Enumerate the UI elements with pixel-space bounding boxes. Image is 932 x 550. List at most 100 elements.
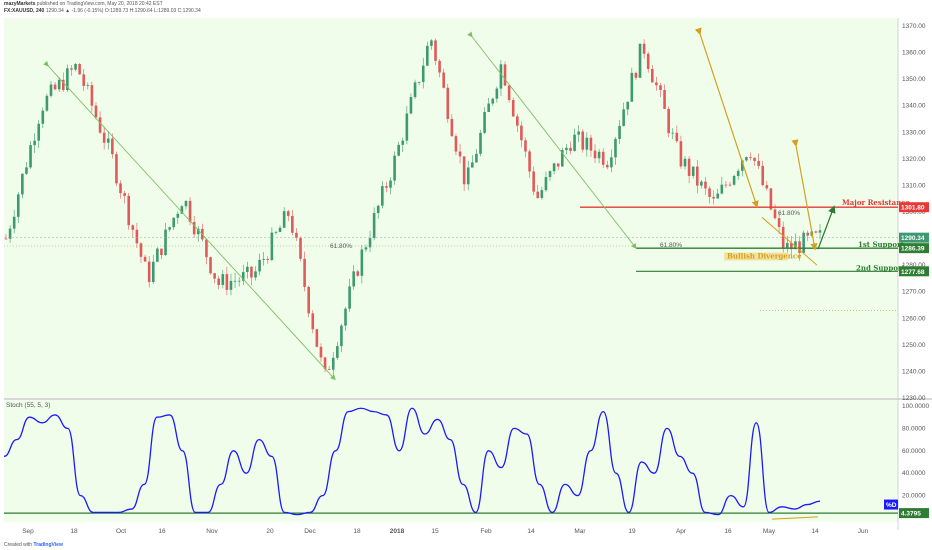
candle-body: [340, 325, 343, 347]
candle-body: [499, 64, 503, 89]
stoch-pane-bg: [4, 400, 898, 522]
candle-body: [192, 221, 196, 235]
stoch-tick-label: 80.0000: [902, 425, 926, 432]
candle-body: [736, 170, 740, 176]
date-tick-label: 2018: [390, 528, 405, 535]
fib-label: 61.80%: [778, 210, 800, 217]
date-tick-label: Nov: [206, 528, 218, 535]
candle-body: [172, 217, 176, 228]
candle-body: [29, 145, 32, 168]
candle-body: [12, 216, 16, 229]
candle-body: [765, 185, 769, 189]
candle-body: [311, 313, 315, 330]
candle-body: [520, 125, 523, 141]
candle-body: [569, 147, 572, 151]
publish-meta: published on TradingView.com, May 20, 20…: [36, 1, 163, 7]
candle-body: [90, 85, 94, 106]
publish-info: mazyMarkets published on TradingView.com…: [4, 1, 163, 7]
candle-body: [659, 85, 662, 90]
candle-body: [184, 200, 188, 207]
resistance-price-tag: 1301.80: [901, 205, 925, 212]
candle-body: [450, 119, 454, 137]
date-tick-label: Sep: [22, 528, 34, 535]
candle-body: [511, 100, 515, 117]
candle-body: [691, 166, 695, 176]
symbol-info: FX:XAUUSD, 240 1290.34 ▲ -1.96 (-0.15%) …: [4, 8, 201, 14]
candle-body: [123, 193, 126, 196]
candle-body: [74, 63, 77, 70]
candle-body: [491, 98, 495, 104]
candle-body: [593, 150, 597, 159]
fib-label: 61.80%: [660, 242, 682, 249]
candle-body: [540, 190, 544, 199]
date-tick-label: 20: [266, 528, 274, 535]
candle-body: [769, 188, 773, 210]
candle-body: [262, 259, 265, 260]
author-name[interactable]: mazyMarkets: [4, 1, 36, 7]
candle-body: [70, 68, 73, 70]
candle-body: [716, 193, 720, 199]
price-tick-label: 1230.00: [902, 395, 926, 402]
candle-body: [364, 247, 368, 250]
candle-body: [246, 266, 249, 273]
candle-body: [573, 134, 576, 151]
measured-move-arrow: [43, 60, 336, 381]
first-support-label: 1st Support: [858, 240, 905, 249]
candle-body: [773, 209, 777, 219]
candle-body: [655, 82, 658, 86]
price-tick-label: 1260.00: [902, 315, 926, 322]
candle-body: [156, 248, 159, 262]
candle-body: [209, 257, 212, 274]
candle-body: [147, 261, 151, 283]
candle-body: [475, 153, 478, 163]
stoch-tick-label: 100.0000: [902, 403, 929, 410]
candle-body: [700, 181, 703, 186]
candle-body: [131, 225, 135, 230]
current-price-tag: 1290.34: [901, 235, 925, 242]
date-tick-label: Jun: [858, 528, 869, 535]
candle-body: [720, 184, 724, 194]
stoch-line: [3, 407, 821, 516]
symbol-label[interactable]: FX:XAUUSD, 240: [4, 8, 45, 14]
candle-body: [671, 132, 675, 134]
stoch-value-tag-bg: [899, 508, 929, 519]
candle-body: [119, 183, 122, 194]
candle-body: [168, 227, 171, 230]
candle-body: [98, 117, 102, 133]
candle-body: [704, 181, 707, 189]
ohlc-readout: 1290.34 ▲ -1.96 (-0.15%) O:1289.73 H:129…: [45, 8, 201, 14]
candle-body: [405, 113, 409, 141]
price-tick-label: 1240.00: [902, 368, 926, 375]
candle-body: [151, 261, 155, 283]
candle-body: [622, 109, 625, 126]
candle-body: [724, 184, 728, 186]
measured-move-arrow: [467, 31, 637, 249]
candle-body: [233, 280, 237, 282]
candle-body: [205, 239, 208, 258]
candle-body: [356, 271, 360, 276]
candle-body: [336, 346, 339, 358]
candle-body: [679, 141, 683, 167]
candle-body: [479, 132, 482, 154]
second-support-label: 2nd Support: [856, 263, 906, 272]
candle-body: [785, 242, 789, 249]
candle-body: [487, 103, 490, 112]
candle-body: [601, 151, 605, 165]
candle-body: [102, 132, 106, 143]
tradingview-logo[interactable]: TradingView: [33, 542, 63, 548]
candle-body: [483, 111, 486, 133]
first-support-price-tag-bg: [899, 243, 929, 254]
candle-body: [160, 248, 163, 256]
candle-body: [790, 242, 793, 250]
candle-body: [761, 165, 765, 186]
candle-body: [250, 266, 253, 278]
price-tick-label: 1330.00: [902, 129, 926, 136]
candle-body: [111, 138, 114, 155]
candle-body: [430, 40, 433, 46]
price-tick-label: 1360.00: [902, 50, 926, 57]
date-tick-label: Dec: [304, 528, 316, 535]
candle-body: [115, 154, 118, 184]
candle-body: [646, 53, 650, 69]
candle-body: [695, 166, 699, 186]
